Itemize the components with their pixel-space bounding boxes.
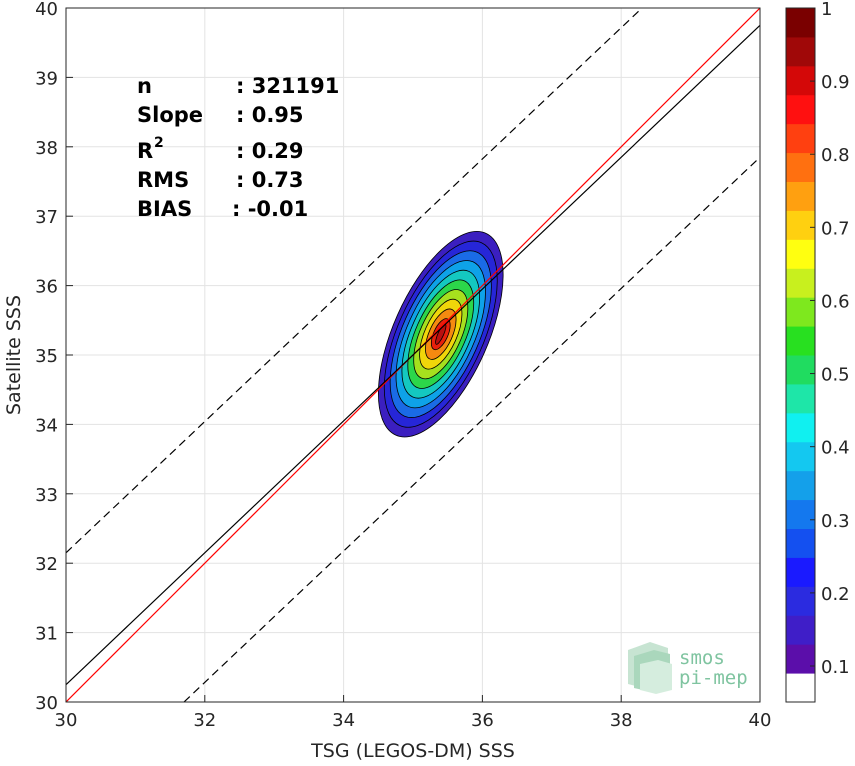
regression-line (66, 24, 760, 686)
stat-r2-label: R (137, 139, 153, 163)
logo-text-pimep: pi-mep (679, 667, 748, 689)
x-tick-label: 40 (749, 710, 772, 731)
colorbar-swatch (786, 586, 815, 616)
colorbar-tick-label: 0.6 (821, 291, 850, 312)
colorbar-swatch (786, 470, 815, 501)
colorbar-swatch (786, 210, 815, 240)
colorbar-swatch (786, 383, 815, 414)
stat-bias-label: BIAS (137, 197, 192, 221)
colorbar-swatch (786, 557, 815, 587)
x-ticks: 30 32 34 36 38 40 (55, 695, 772, 731)
colorbar-swatch (786, 152, 815, 182)
colorbar-swatch (786, 615, 815, 645)
colorbar-tick-label: 0.8 (821, 145, 850, 166)
stat-n-value: : 321191 (236, 74, 339, 98)
colorbar-ticks: 0.1 0.2 0.3 0.4 0.5 0.6 0.7 0.8 0.9 1 (810, 0, 850, 678)
colorbar-swatch (786, 355, 815, 385)
y-tick-label: 34 (35, 415, 58, 436)
colorbar-swatch (786, 123, 815, 154)
logo-text-smos: smos (679, 647, 725, 669)
x-tick-label: 34 (332, 710, 355, 731)
colorbar-tick-label: 0.3 (821, 511, 850, 532)
colorbar-swatch (786, 239, 815, 269)
colorbar-tick-label: 0.9 (821, 72, 850, 93)
x-axis-label: TSG (LEGOS-DM) SSS (310, 740, 515, 762)
colorbar-tick-label: 0.7 (821, 218, 850, 239)
y-axis-label: Satellite SSS (3, 295, 25, 415)
reference-lines (66, 8, 760, 702)
colorbar-swatch (786, 36, 815, 67)
stat-rms-value: : 0.73 (236, 168, 304, 192)
y-tick-label: 33 (35, 485, 58, 506)
colorbar-swatch (786, 8, 815, 38)
x-tick-label: 38 (610, 710, 633, 731)
stats-box: n : 321191 Slope : 0.95 R 2 : 0.29 RMS :… (137, 74, 339, 221)
stat-rms-label: RMS (137, 168, 189, 192)
colorbar-swatch (786, 441, 815, 472)
x-tick-label: 30 (55, 710, 78, 731)
colorbar-tick-label: 0.5 (821, 365, 850, 386)
colorbar-swatch (786, 181, 815, 211)
y-tick-label: 35 (35, 346, 58, 367)
y-tick-label: 36 (35, 277, 58, 298)
colorbar-swatch (786, 297, 815, 327)
colorbar-swatch (786, 528, 815, 558)
colorbar-swatch (786, 412, 815, 443)
colorbar-swatch (786, 268, 815, 298)
x-tick-label: 32 (193, 710, 216, 731)
colorbar-tick-label: 0.2 (821, 584, 850, 605)
lower-bound-line (183, 156, 760, 702)
y-tick-label: 31 (35, 624, 58, 645)
y-tick-label: 30 (35, 693, 58, 714)
stat-slope-label: Slope (137, 103, 203, 127)
y-tick-label: 37 (35, 207, 58, 228)
stat-bias-value: : -0.01 (232, 197, 308, 221)
colorbar-swatch (786, 326, 815, 356)
colorbar-swatch (786, 644, 815, 674)
colorbar (785, 7, 816, 703)
colorbar-tick-label: 0.4 (821, 438, 850, 459)
y-tick-label: 39 (35, 68, 58, 89)
stat-n-label: n (137, 74, 152, 98)
x-tick-label: 36 (471, 710, 494, 731)
colorbar-tick-label: 0.1 (821, 657, 850, 678)
logo: smos pi-mep (628, 642, 748, 694)
stat-slope-value: : 0.95 (236, 103, 304, 127)
stat-r2-sup: 2 (154, 135, 164, 151)
y-tick-label: 38 (35, 138, 58, 159)
y-ticks: 30 31 32 33 34 35 36 37 38 39 40 (35, 0, 73, 714)
logo-graphic (628, 642, 672, 694)
colorbar-swatch (786, 94, 815, 125)
y-tick-label: 32 (35, 554, 58, 575)
stat-r2-value: : 0.29 (236, 139, 304, 163)
colorbar-tick-label: 1 (821, 0, 832, 20)
y-tick-label: 40 (35, 0, 58, 20)
colorbar-swatch (786, 65, 815, 96)
density-contours (377, 230, 504, 438)
upper-bound-line (66, 8, 643, 554)
colorbar-swatch (786, 499, 815, 529)
colorbar-frame (785, 7, 816, 703)
